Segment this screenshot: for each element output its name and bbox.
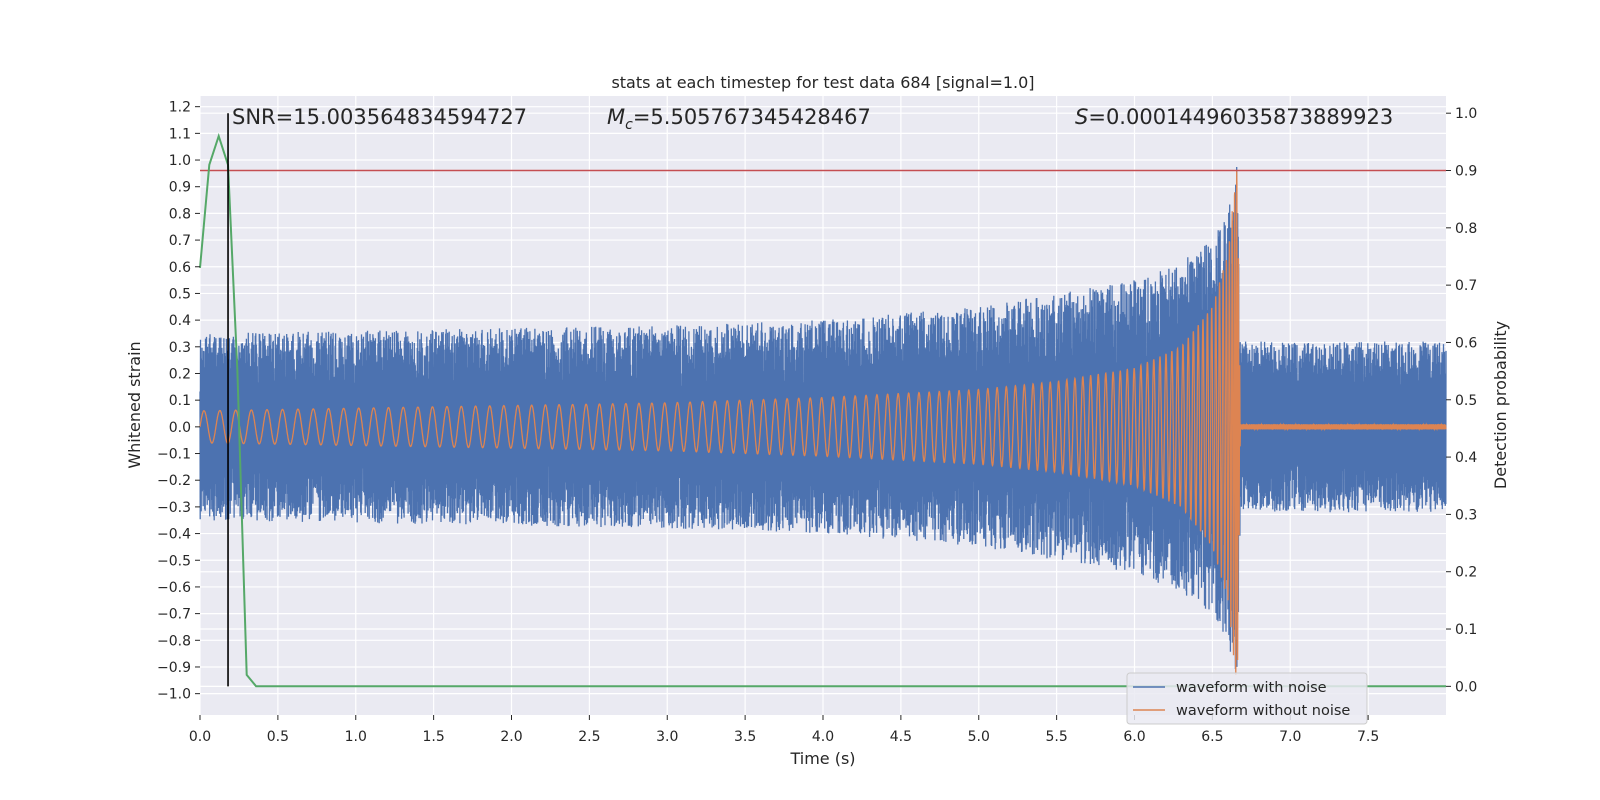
x-tick-label: 4.5 [890, 729, 912, 745]
detection-probability-line [199, 132, 1446, 688]
y-tick-label: −0.4 [157, 527, 191, 543]
legend-label-noise: waveform with noise [1176, 680, 1327, 696]
y-tick-label: 1.1 [169, 126, 191, 142]
y-tick-label: 0.9 [169, 180, 191, 196]
y-right-tick-label: 0.0 [1455, 679, 1477, 695]
x-tick-label: 7.0 [1279, 729, 1301, 745]
y-tick-label: −0.9 [157, 660, 191, 676]
chirp-mass-value: =5.505767345428467 [633, 105, 871, 129]
x-tick-label: 6.5 [1201, 729, 1223, 745]
x-tick-label: 6.0 [1123, 729, 1145, 745]
x-tick-label: 7.5 [1357, 729, 1379, 745]
series-line-waveform-without-noise [199, 171, 1447, 676]
y-axis-label: Whitened strain [125, 341, 144, 468]
s-symbol: S [1075, 105, 1088, 129]
x-tick-label: 4.0 [812, 729, 834, 745]
chirp-mass-annotation: Mc=5.505767345428467 [607, 105, 871, 133]
axes: −1.0 −0.9 −0.8 −0.7 −0.6 −0.5 −0.4 −0.3 −0.2 −0.1… [157, 100, 1477, 745]
y-right-tick-label: 1.0 [1455, 106, 1477, 122]
x-tick-label: 2.0 [500, 729, 522, 745]
plot-area [199, 113, 1447, 688]
y-right-tick-label: 0.9 [1455, 164, 1477, 180]
y-tick-label: −0.5 [157, 553, 191, 569]
y-tick-label: 0.8 [169, 206, 191, 222]
y-right-tick-label: 0.4 [1455, 450, 1477, 466]
x-tick-label: 0.0 [189, 729, 211, 745]
y-tick-label: −0.1 [157, 447, 191, 463]
chirp-mass-subscript: c [625, 117, 633, 133]
y-right-tick-label: 0.6 [1455, 335, 1477, 351]
s-value: =0.00014496035873889923 [1088, 105, 1393, 129]
legend-label-clean: waveform without noise [1176, 703, 1350, 719]
y-right-tick-label: 0.1 [1455, 622, 1477, 638]
y-tick-label: 1.0 [169, 153, 191, 169]
y-tick-label: −1.0 [157, 687, 191, 703]
y-right-tick-label: 0.2 [1455, 565, 1477, 581]
x-tick-label: 5.5 [1045, 729, 1067, 745]
y-right-axis-label: Detection probability [1491, 321, 1510, 489]
x-tick-label: 0.5 [267, 729, 289, 745]
y-tick-label: −0.3 [157, 500, 191, 516]
y-tick-label: −0.2 [157, 473, 191, 489]
y-tick-label: 0.6 [169, 260, 191, 276]
chirp-mass-symbol: M [607, 105, 625, 129]
x-tick-label: 5.0 [968, 729, 990, 745]
y-tick-label: 0.5 [169, 286, 191, 302]
y-tick-label: 0.4 [169, 313, 191, 329]
y-tick-label: 1.2 [169, 100, 191, 116]
y-right-tick-label: 0.3 [1455, 507, 1477, 523]
y-tick-label: 0.7 [169, 233, 191, 249]
y-right-tick-label: 0.7 [1455, 278, 1477, 294]
y-right-tick-label: 0.8 [1455, 221, 1477, 237]
y-tick-label: 0.0 [169, 420, 191, 436]
legend-box [1126, 672, 1368, 725]
s-annotation: S=0.00014496035873889923 [1075, 105, 1393, 129]
chart-title: stats at each timestep for test data 684… [611, 73, 1034, 92]
y-tick-label: 0.3 [169, 340, 191, 356]
legend: waveform with noise waveform without noi… [1126, 672, 1368, 725]
x-axis-label: Time (s) [789, 749, 855, 768]
x-tick-label: 1.0 [345, 729, 367, 745]
y-tick-label: −0.7 [157, 607, 191, 623]
x-tick-label: 3.5 [734, 729, 756, 745]
snr-annotation: SNR=15.003564834594727 [232, 105, 527, 129]
y-right-tick-label: 0.5 [1455, 393, 1477, 409]
y-tick-label: 0.1 [169, 393, 191, 409]
y-tick-label: −0.6 [157, 580, 191, 596]
x-tick-label: 3.0 [656, 729, 678, 745]
x-tick-label: 2.5 [578, 729, 600, 745]
y-tick-label: −0.8 [157, 633, 191, 649]
y-tick-label: 0.2 [169, 366, 191, 382]
x-tick-label: 1.5 [422, 729, 444, 745]
